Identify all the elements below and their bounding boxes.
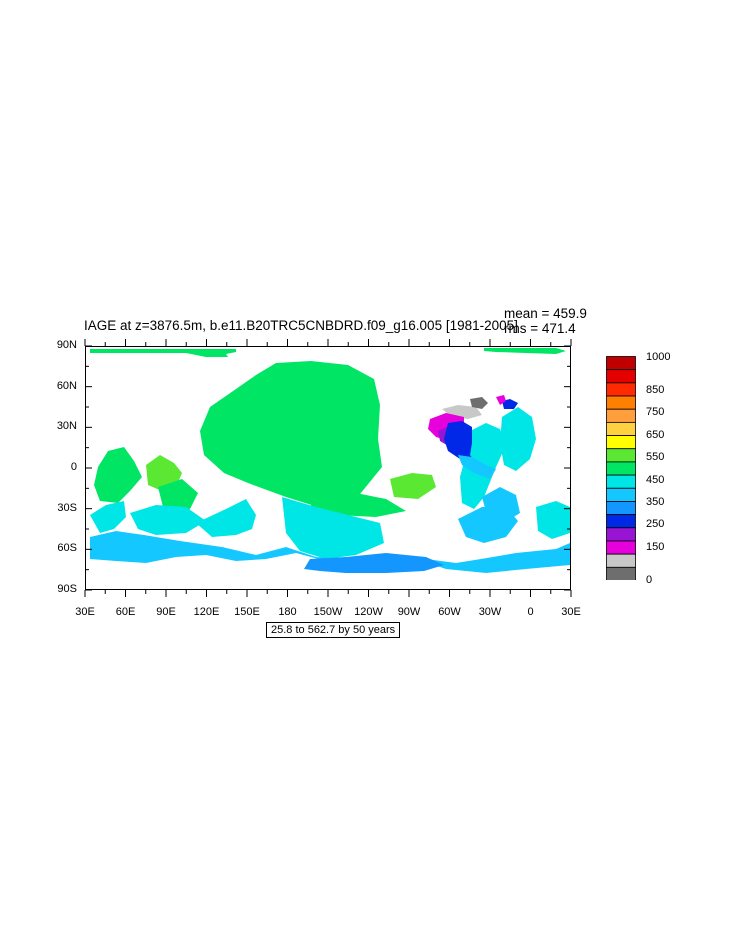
colorbar-box bbox=[606, 540, 636, 555]
age-contour-region bbox=[90, 349, 236, 357]
age-contour-region bbox=[484, 348, 566, 354]
age-contour-region bbox=[482, 487, 520, 523]
age-contour-region bbox=[390, 473, 436, 499]
lon-tick-label: 30E bbox=[75, 606, 95, 618]
lon-tick-label: 60W bbox=[438, 606, 461, 618]
colorbar-label: 550 bbox=[646, 451, 665, 463]
lat-tick-label: 0 bbox=[70, 461, 77, 473]
contour-range-label: 25.8 to 562.7 by 50 years bbox=[266, 622, 401, 638]
colorbar-label: 1000 bbox=[646, 351, 671, 363]
lat-tick-label: 30S bbox=[57, 501, 77, 514]
lon-tick-label: 30W bbox=[478, 606, 502, 618]
lat-tick-label: 90N bbox=[56, 339, 77, 351]
colorbar-label: 750 bbox=[646, 406, 665, 418]
colorbar-boxes bbox=[606, 356, 636, 581]
lon-tick-label: 90E bbox=[156, 606, 176, 618]
colorbar-box bbox=[606, 421, 636, 436]
age-contour-region bbox=[304, 553, 444, 573]
lon-tick-label: 90W bbox=[397, 606, 421, 618]
lat-tick-label: 90S bbox=[57, 583, 77, 595]
age-contour-region bbox=[94, 447, 142, 503]
colorbar-box bbox=[606, 408, 636, 423]
colorbar-box bbox=[606, 369, 636, 384]
lon-tick-label: 120W bbox=[354, 606, 383, 618]
age-contour-region bbox=[308, 493, 406, 517]
rms-stat: rms = 471.4 bbox=[504, 321, 576, 336]
colorbar-box bbox=[606, 514, 636, 529]
colorbar-label: 650 bbox=[646, 429, 665, 441]
colorbar-box bbox=[606, 435, 636, 450]
lon-tick-label: 150W bbox=[313, 606, 343, 618]
lat-tick-label: 30N bbox=[56, 420, 77, 433]
age-contour-region bbox=[130, 505, 206, 535]
colorbar-label: 150 bbox=[646, 541, 665, 553]
plot-title: IAGE at z=3876.5m, b.e11.B20TRC5CNBDRD.f… bbox=[84, 318, 518, 333]
lat-tick-label: 60N bbox=[56, 379, 77, 392]
lon-tick-label: 150E bbox=[234, 606, 260, 618]
age-contour-region bbox=[470, 397, 488, 409]
colorbar-label: 850 bbox=[646, 384, 665, 396]
age-contour-region bbox=[500, 407, 536, 471]
lon-tick-label: 120E bbox=[193, 606, 220, 618]
lon-tick-label: 60E bbox=[115, 606, 136, 618]
age-contour-region bbox=[196, 499, 256, 537]
colorbar-box bbox=[606, 566, 636, 581]
age-contour-region bbox=[502, 399, 518, 409]
lat-tick-label: 60S bbox=[57, 542, 77, 555]
age-contour-region bbox=[458, 455, 496, 479]
age-contour-region bbox=[536, 501, 570, 539]
lon-tick-label: 0 bbox=[527, 606, 534, 618]
colorbar-box bbox=[606, 448, 636, 463]
colorbar-label: 350 bbox=[646, 496, 665, 508]
ocean-age-field bbox=[90, 348, 570, 573]
map-panel bbox=[85, 346, 571, 590]
colorbar-label: 450 bbox=[646, 474, 665, 486]
age-contour-region bbox=[90, 531, 570, 573]
age-contour-region bbox=[496, 395, 506, 405]
colorbar-box bbox=[606, 461, 636, 476]
colorbar-box bbox=[606, 356, 636, 371]
lon-tick-label: 180 bbox=[278, 606, 297, 618]
age-contour-region bbox=[444, 421, 478, 467]
colorbar-box bbox=[606, 527, 636, 542]
colorbar-box bbox=[606, 487, 636, 502]
lon-tick-label: 30E bbox=[561, 606, 581, 618]
colorbar-box bbox=[606, 553, 636, 568]
colorbar-box bbox=[606, 501, 636, 516]
colorbar-label: 250 bbox=[646, 518, 665, 530]
mean-stat: mean = 459.9 bbox=[504, 306, 587, 321]
age-contour-region bbox=[200, 361, 382, 507]
age-contour-region bbox=[282, 497, 384, 559]
colorbar bbox=[606, 356, 636, 585]
colorbar-box bbox=[606, 395, 636, 410]
colorbar-label: 0 bbox=[646, 574, 653, 586]
colorbar-box bbox=[606, 474, 636, 489]
age-contour-region bbox=[90, 501, 126, 533]
colorbar-box bbox=[606, 382, 636, 397]
